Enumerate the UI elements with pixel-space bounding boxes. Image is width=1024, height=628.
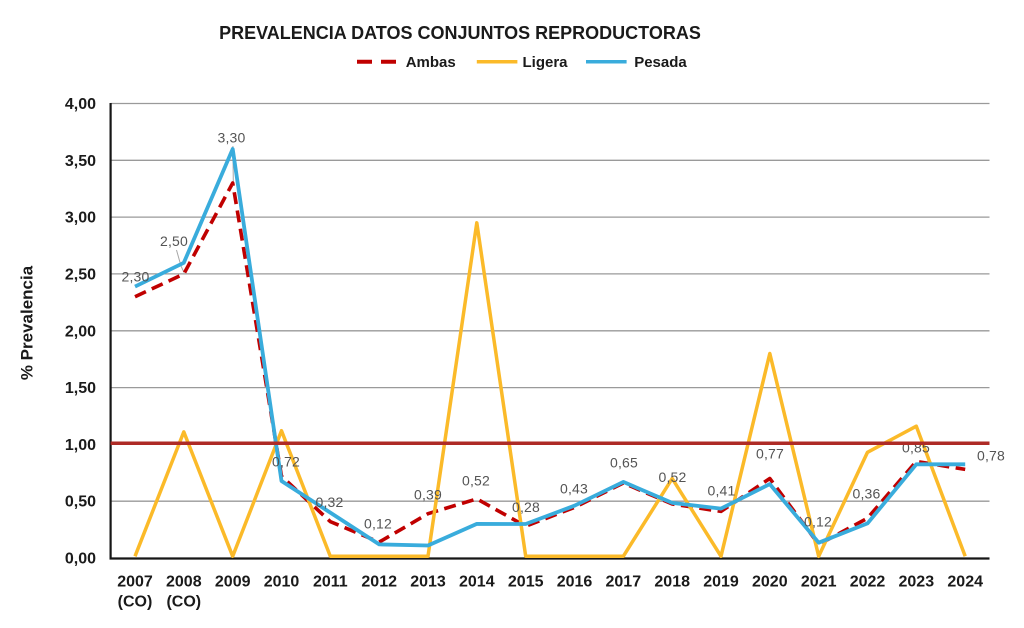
svg-text:0,72: 0,72 xyxy=(272,454,300,470)
svg-text:1,00: 1,00 xyxy=(65,437,96,454)
svg-text:2,50: 2,50 xyxy=(160,233,188,249)
svg-text:0,78: 0,78 xyxy=(977,448,1005,464)
svg-text:Pesada: Pesada xyxy=(634,54,687,71)
svg-text:Ambas: Ambas xyxy=(406,54,456,71)
svg-text:PREVALENCIA DATOS CONJUNTOS RE: PREVALENCIA DATOS CONJUNTOS REPRODUCTORA… xyxy=(219,23,701,43)
svg-text:2011: 2011 xyxy=(313,574,348,591)
svg-text:2,30: 2,30 xyxy=(121,269,149,285)
svg-text:1,50: 1,50 xyxy=(65,380,96,397)
svg-text:2010: 2010 xyxy=(264,574,300,591)
svg-text:2020: 2020 xyxy=(752,574,788,591)
svg-text:2023: 2023 xyxy=(899,574,935,591)
svg-text:(CO): (CO) xyxy=(166,594,201,611)
svg-text:0,65: 0,65 xyxy=(610,455,638,471)
svg-text:0,43: 0,43 xyxy=(560,481,588,497)
svg-text:0,28: 0,28 xyxy=(512,499,540,515)
svg-text:2024: 2024 xyxy=(947,574,983,591)
svg-text:2019: 2019 xyxy=(703,574,739,591)
svg-text:(CO): (CO) xyxy=(118,594,153,611)
svg-text:2017: 2017 xyxy=(606,574,642,591)
svg-text:0,00: 0,00 xyxy=(65,551,96,568)
svg-text:2009: 2009 xyxy=(215,574,251,591)
svg-text:0,41: 0,41 xyxy=(707,483,735,499)
svg-text:0,12: 0,12 xyxy=(804,514,832,530)
svg-text:3,30: 3,30 xyxy=(217,130,245,146)
svg-text:2007: 2007 xyxy=(117,574,153,591)
svg-text:2021: 2021 xyxy=(801,574,837,591)
svg-text:2,50: 2,50 xyxy=(65,266,96,283)
svg-text:0,50: 0,50 xyxy=(65,494,96,511)
svg-text:0,52: 0,52 xyxy=(658,469,686,485)
svg-text:Ligera: Ligera xyxy=(523,54,569,71)
svg-text:% Prevalencia: % Prevalencia xyxy=(18,265,37,380)
svg-text:2014: 2014 xyxy=(459,574,495,591)
svg-text:2,00: 2,00 xyxy=(65,323,96,340)
svg-text:4,00: 4,00 xyxy=(65,96,96,113)
svg-text:2016: 2016 xyxy=(557,574,593,591)
svg-text:2022: 2022 xyxy=(850,574,886,591)
svg-text:2008: 2008 xyxy=(166,574,202,591)
svg-text:2012: 2012 xyxy=(361,574,397,591)
svg-text:2018: 2018 xyxy=(654,574,690,591)
svg-text:0,52: 0,52 xyxy=(462,473,490,489)
svg-text:0,39: 0,39 xyxy=(414,487,442,503)
svg-text:3,00: 3,00 xyxy=(65,210,96,227)
svg-text:0,32: 0,32 xyxy=(315,494,343,510)
svg-text:3,50: 3,50 xyxy=(65,153,96,170)
svg-text:0,36: 0,36 xyxy=(852,486,880,502)
svg-text:0,77: 0,77 xyxy=(756,446,784,462)
svg-text:0,12: 0,12 xyxy=(364,516,392,532)
svg-text:2015: 2015 xyxy=(508,574,544,591)
svg-text:2013: 2013 xyxy=(410,574,446,591)
